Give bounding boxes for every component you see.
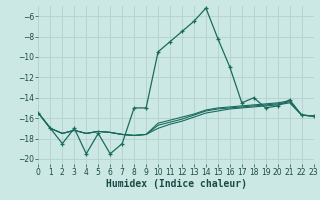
X-axis label: Humidex (Indice chaleur): Humidex (Indice chaleur) — [106, 179, 246, 189]
